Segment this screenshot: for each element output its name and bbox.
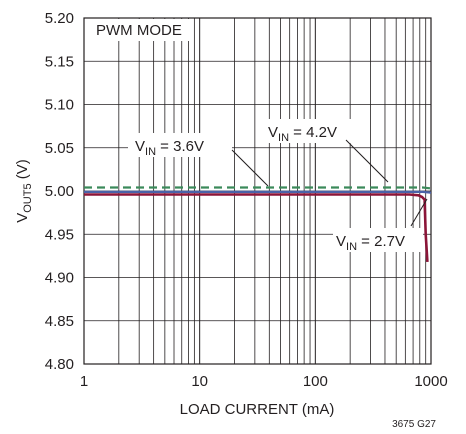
annotation-vin-4v2: VIN = 4.2V <box>268 124 337 144</box>
annotation-leader-vin-2v7 <box>410 198 428 227</box>
mode-label-bg <box>92 19 192 41</box>
y-tick-label: 4.95 <box>45 226 74 243</box>
annotation-bg-vin-2v7 <box>333 228 423 252</box>
figure-reference: 3675 G27 <box>392 419 436 430</box>
y-tick-label: 5.00 <box>45 183 74 200</box>
y-axis-title: VOUT5 (V) <box>14 159 34 223</box>
mode-label: PWM MODE <box>96 22 182 39</box>
annotation-leader-vin-3v6 <box>231 149 269 187</box>
y-tick-label: 5.15 <box>45 53 74 70</box>
tick-labels: 4.80 4.85 4.90 4.95 5.00 5.05 5.10 5.15 5.20 1 10 1… <box>45 10 448 390</box>
x-axis-title: LOAD CURRENT (mA) <box>180 401 335 418</box>
x-tick-label: 1 <box>80 373 88 390</box>
annotation-vin-2v7: VIN = 2.7V <box>336 233 405 253</box>
y-tick-label: 5.10 <box>45 97 74 114</box>
y-tick-label: 4.90 <box>45 270 74 287</box>
annotation-leader-vin-4v2 <box>345 139 389 183</box>
series-vin-2v7-line <box>84 193 429 262</box>
series-vin-4v2-line <box>84 186 432 190</box>
x-tick-label: 10 <box>191 373 208 390</box>
x-tick-label: 100 <box>303 373 328 390</box>
series-vin-3v6-line <box>84 190 432 194</box>
series-layer <box>84 186 432 262</box>
annotation-bg-vin-4v2 <box>262 119 366 143</box>
annotation-bg-vin-3v6 <box>128 133 232 157</box>
y-tick-label: 4.80 <box>45 356 74 373</box>
y-tick-label: 5.20 <box>45 10 74 27</box>
annotation-vin-3v6: VIN = 3.6V <box>135 138 204 158</box>
y-tick-label: 4.85 <box>45 313 74 330</box>
x-tick-label: 1000 <box>414 373 447 390</box>
y-tick-label: 5.05 <box>45 140 74 157</box>
